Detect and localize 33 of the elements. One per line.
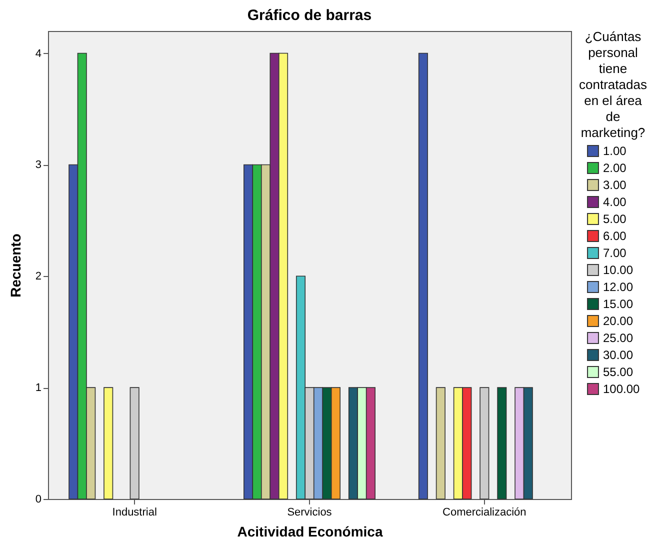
- y-axis-title: Recuento: [7, 234, 24, 298]
- legend-label: 5.00: [603, 212, 627, 226]
- legend-label: 6.00: [603, 229, 627, 243]
- legend-label: 7.00: [603, 246, 627, 260]
- y-tick-label: 0: [35, 494, 42, 506]
- legend-label: 30.00: [603, 348, 634, 362]
- legend-title: ¿Cuántas personal tiene contratadas en el área de marketing?: [579, 29, 648, 140]
- y-tick-label: 2: [35, 270, 42, 283]
- legend-label: 4.00: [603, 195, 627, 209]
- legend-label: 2.00: [603, 161, 627, 175]
- legend-label: 55.00: [603, 365, 634, 379]
- legend-label: 15.00: [603, 297, 634, 311]
- legend-label: 12.00: [603, 280, 634, 294]
- bar: [497, 387, 507, 500]
- legend-label: 20.00: [603, 314, 634, 328]
- legend-label: 3.00: [603, 178, 627, 192]
- chart-title: Gráfico de barras: [247, 7, 372, 24]
- legend-label: 25.00: [603, 331, 634, 345]
- x-tick-label: Comercialización: [442, 506, 526, 518]
- x-tick-label: Servicios: [287, 506, 332, 518]
- x-tick-label: Industrial: [112, 506, 157, 518]
- bar: [104, 387, 114, 500]
- bar: [480, 387, 490, 500]
- bar: [418, 52, 428, 500]
- y-tick-label: 3: [35, 159, 42, 172]
- bar: [130, 387, 140, 500]
- x-axis-title: Acitividad Económica: [237, 524, 383, 540]
- bar: [436, 387, 446, 500]
- y-tick-label: 4: [35, 48, 42, 60]
- legend-label: 10.00: [603, 263, 634, 277]
- legend-label: 100.00: [603, 382, 640, 396]
- legend-label: 1.00: [603, 144, 627, 158]
- y-tick-label: 1: [35, 382, 42, 394]
